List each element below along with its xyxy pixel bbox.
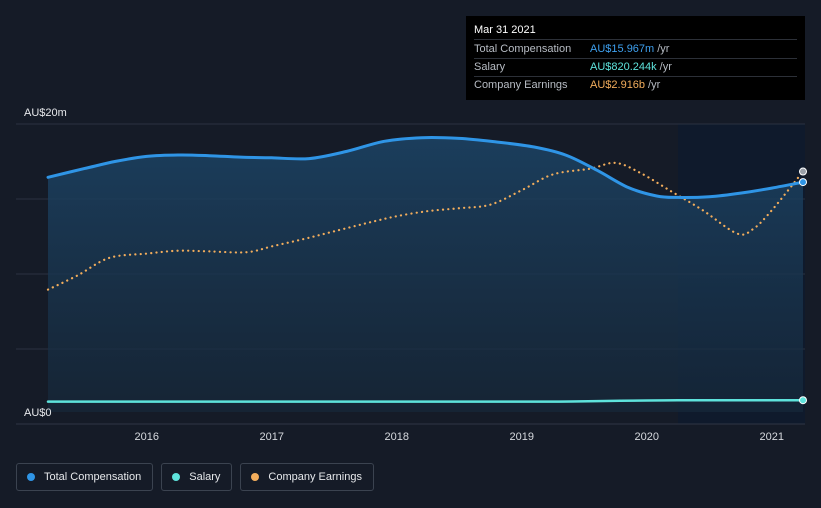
- salary-line: [46, 398, 805, 403]
- company-earnings-marker: [799, 167, 807, 176]
- legend-item-total-compensation[interactable]: Total Compensation: [16, 463, 154, 491]
- tooltip-value: AU$15.967m: [590, 43, 655, 55]
- x-tick-label: 2020: [635, 431, 659, 443]
- tooltip-value: AU$820.244k: [590, 61, 657, 73]
- y-axis-label-top: AU$20m: [24, 107, 67, 119]
- tooltip-unit: /yr: [648, 79, 661, 91]
- tooltip-row-earnings: Company Earnings AU$2.916b /yr: [474, 77, 797, 94]
- x-tick-label: 2021: [760, 431, 784, 443]
- company-earnings-line: [46, 161, 805, 291]
- total-compensation-marker: [799, 178, 807, 187]
- legend-label: Salary: [189, 471, 221, 483]
- tooltip-label: Company Earnings: [474, 79, 568, 91]
- tooltip-label: Salary: [474, 61, 506, 73]
- x-tick-label: 2017: [260, 431, 284, 443]
- legend: Total Compensation Salary Company Earnin…: [16, 463, 374, 491]
- legend-dot-icon: [172, 473, 181, 481]
- y-axis-label-bottom: AU$0: [24, 407, 52, 419]
- tooltip-unit: /yr: [657, 43, 670, 55]
- x-tick-label: 2018: [385, 431, 409, 443]
- tooltip-row-salary: Salary AU$820.244k /yr: [474, 59, 797, 77]
- tooltip-date: Mar 31 2021: [474, 22, 797, 40]
- tooltip-label: Total Compensation: [474, 43, 572, 55]
- legend-item-salary[interactable]: Salary: [161, 463, 233, 491]
- x-tick-label: 2016: [135, 431, 159, 443]
- tooltip-unit: /yr: [659, 61, 672, 73]
- total-compensation-area: [48, 137, 803, 413]
- tooltip: Mar 31 2021 Total Compensation AU$15.967…: [466, 16, 805, 100]
- tooltip-row-total: Total Compensation AU$15.967m /yr: [474, 41, 797, 59]
- legend-label: Company Earnings: [268, 471, 362, 483]
- legend-label: Total Compensation: [44, 471, 142, 483]
- legend-dot-icon: [27, 473, 35, 481]
- legend-item-company-earnings[interactable]: Company Earnings: [240, 463, 374, 491]
- total-compensation-line: [46, 136, 805, 199]
- legend-dot-icon: [251, 473, 260, 481]
- x-tick-label: 2019: [510, 431, 534, 443]
- tooltip-value: AU$2.916b: [590, 79, 646, 91]
- salary-marker: [799, 396, 807, 405]
